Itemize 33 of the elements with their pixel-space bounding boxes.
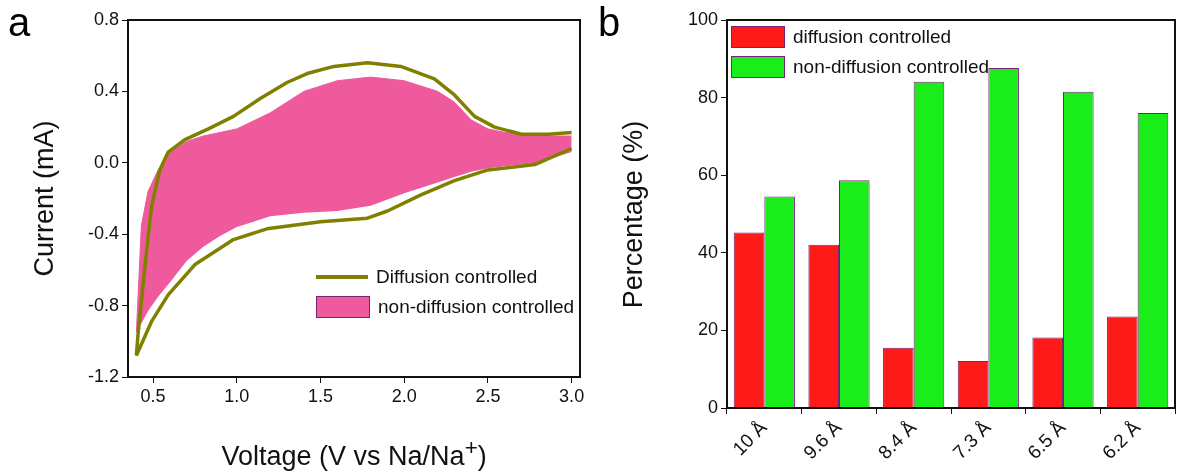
y-tick-label: 60 [697, 164, 718, 185]
y-tick-label: 0 [707, 396, 718, 417]
x-tick-label: 1.5 [308, 385, 334, 406]
y-axis-title: Current (mA) [28, 120, 60, 277]
x-tick-label: 6.2 Å [1097, 416, 1145, 463]
legend-label: non-diffusion controlled [378, 296, 575, 318]
x-axis-title: Voltage (V vs Na/Na$^{+}$) [221, 435, 487, 472]
x-tick-label: 2.5 [475, 385, 501, 406]
y-tick-label: 0.0 [93, 151, 119, 172]
legend-label: non-diffusion controlled [793, 56, 990, 78]
x-tick-label: 2.0 [391, 385, 417, 406]
y-tick-label: -1.2 [87, 365, 119, 386]
y-tick-label: 0.8 [93, 8, 119, 29]
y-tick-label: 0.4 [93, 80, 119, 101]
y-tick-label: 40 [697, 241, 718, 262]
y-axis-title: Percentage (%) [618, 120, 650, 308]
y-tick-label: -0.8 [87, 294, 119, 315]
y-tick-label: 100 [687, 8, 718, 29]
text: a [8, 0, 31, 45]
y-tick-label: 20 [697, 319, 718, 340]
text: b [598, 0, 621, 45]
x-tick-label: 1.0 [224, 385, 250, 406]
x-tick-label: 3.0 [559, 385, 585, 406]
x-tick-label: 10 Å [728, 416, 772, 460]
x-tick-label: 0.5 [140, 385, 166, 406]
y-tick-label: 80 [697, 86, 718, 107]
x-tick-label: 8.4 Å [873, 416, 921, 463]
x-tick-label: 9.6 Å [799, 416, 846, 463]
legend-label: Diffusion controlled [376, 266, 538, 288]
x-tick-label: 7.3 Å [948, 416, 996, 463]
x-tick-label: 6.5 Å [1023, 416, 1070, 463]
y-tick-label: -0.4 [87, 223, 119, 244]
legend-label: diffusion controlled [793, 26, 952, 48]
